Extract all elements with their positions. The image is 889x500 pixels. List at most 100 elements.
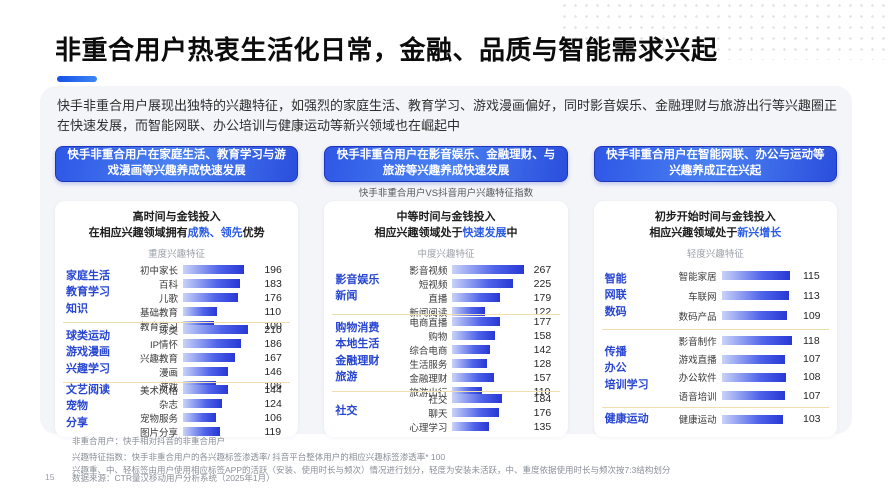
panel-subtitle: 初步开始时间与金钱投入 相应兴趣领域处于新兴增长 bbox=[602, 210, 829, 242]
bar-row: 基础教育 110 bbox=[123, 305, 290, 319]
group-label-line: 数码 bbox=[604, 305, 627, 318]
bar bbox=[452, 359, 487, 369]
bar-label: 车联网 bbox=[688, 291, 717, 303]
bar-row: 电商直播 177 bbox=[392, 315, 559, 329]
bar bbox=[183, 293, 238, 303]
bar-row: 办公软件 108 bbox=[662, 370, 829, 384]
bar-value: 118 bbox=[802, 334, 820, 347]
group-rows: 影音视频 267 短视频 225 直播 179 新闻阅读 122 bbox=[392, 263, 559, 319]
subtitle-highlight: 成熟、领先 bbox=[187, 226, 243, 239]
group-label-line: 宠物 bbox=[66, 400, 88, 413]
bar-label: 直播 bbox=[428, 293, 448, 305]
bar-label: 数码产品 bbox=[678, 311, 717, 323]
bar-value: 107 bbox=[802, 389, 821, 402]
bar-row: 宠物服务 106 bbox=[123, 411, 290, 425]
bar bbox=[721, 354, 786, 364]
intro-paragraph: 快手非重合用户展现出独特的兴趣特征，如强烈的家庭生活、教育学习、游戏漫画偏好，同… bbox=[57, 98, 838, 134]
chart-panel: 中等时间与金钱投入 相应兴趣领域处于快速发展中 中度兴趣特征 影音娱乐 新闻 影音视频 26… bbox=[324, 201, 568, 437]
page-number: 15 bbox=[45, 472, 55, 482]
bar-label: 旅游出行 bbox=[409, 387, 448, 399]
bar-row: 金融理财 157 bbox=[392, 371, 559, 385]
bar bbox=[183, 279, 241, 289]
group-label-line: 社交 bbox=[335, 404, 358, 417]
bar-label: 初中家长 bbox=[139, 265, 178, 277]
bar-track bbox=[183, 353, 259, 363]
bar-track bbox=[452, 331, 528, 341]
bar-track bbox=[721, 336, 798, 346]
chart-column-1: 快手非重合用户在家庭生活、教育学习与游戏漫画等兴趣养成快速发展 高时间与金钱投入在… bbox=[55, 146, 299, 439]
bar-row: 漫画 146 bbox=[123, 365, 290, 379]
bar-row: 影音视频 267 bbox=[392, 263, 559, 277]
bar-track bbox=[183, 293, 259, 303]
bar-chart: 家庭生活 教育学习 知识 初中家长 196 百科 183 儿歌 176 基础教育 110 教育学习 10… bbox=[63, 263, 291, 439]
bar-value: 115 bbox=[802, 269, 820, 282]
bar bbox=[721, 336, 793, 346]
bar-row: 聊天 176 bbox=[392, 406, 559, 420]
group-rows: 影音制作 118 游戏直播 107 办公软件 108 语音培训 107 bbox=[662, 330, 829, 408]
group-label-line: 球类运动 bbox=[66, 329, 110, 342]
group-label-line: 兴趣学习 bbox=[66, 362, 110, 375]
footnotes: 非重合用户：快手相对抖音的非重合用户 兴趣特征指数：快手非重合用户的各兴趣标签渗… bbox=[72, 435, 670, 476]
subtitle-line2: 相应兴趣领域处于快速发展中 bbox=[332, 226, 559, 242]
dot-pattern-decoration bbox=[559, 0, 889, 60]
bar-row: 美术风格 144 bbox=[123, 383, 290, 397]
bar-row: 直播 179 bbox=[392, 291, 559, 305]
bar-value: 107 bbox=[802, 353, 821, 366]
bar bbox=[183, 385, 228, 395]
bar-value: 108 bbox=[802, 371, 821, 384]
bar-row: 社交 184 bbox=[392, 392, 559, 406]
bar-label: 健康运动 bbox=[678, 415, 717, 427]
bar-track bbox=[452, 373, 528, 383]
bar bbox=[183, 325, 249, 335]
bar-label: 心理学习 bbox=[409, 422, 448, 434]
bar-track bbox=[452, 307, 528, 317]
subtitle-suffix: 中 bbox=[506, 226, 518, 239]
group-rows: 球类 210 IP情怀 186 兴趣教育 167 漫画 146 游戏 106 bbox=[123, 323, 290, 393]
subtitle-suffix: 优势 bbox=[242, 226, 265, 239]
bar-label: 购物 bbox=[428, 331, 448, 343]
bar-row: 百科 183 bbox=[123, 277, 290, 291]
bar-label: 兴趣教育 bbox=[139, 353, 178, 365]
bar bbox=[452, 307, 485, 317]
group-label-line: 家庭生活 bbox=[66, 269, 110, 282]
group-rows: 社交 184 聊天 176 心理学习 135 bbox=[392, 392, 559, 434]
bar-label: 百科 bbox=[158, 279, 178, 291]
bar-label: 新闻阅读 bbox=[409, 307, 448, 319]
footnote-line: 兴趣特征指数：快手非重合用户的各兴趣标签渗透率/ 抖音平台整体用户的相应兴趣标签… bbox=[72, 452, 446, 463]
bar-label: 美术风格 bbox=[139, 385, 178, 397]
bar-value: 110 bbox=[264, 305, 282, 318]
bar-row: 球类 210 bbox=[123, 323, 290, 337]
bar bbox=[452, 373, 495, 383]
bar-value: 122 bbox=[533, 305, 552, 318]
bar-label: 漫画 bbox=[158, 367, 178, 379]
group-label-line: 健康运动 bbox=[604, 412, 649, 425]
bar-chart: 影音娱乐 新闻 影音视频 267 短视频 225 直播 179 新闻阅读 122 购物消费 本地生活金… bbox=[332, 263, 560, 434]
bar-value: 176 bbox=[533, 406, 552, 419]
bar-value: 142 bbox=[533, 343, 552, 356]
bar-value: 196 bbox=[264, 263, 282, 276]
subtitle-highlight: 新兴增长 bbox=[737, 226, 782, 239]
bar-value: 106 bbox=[264, 379, 282, 392]
bar-label: 教育学习 bbox=[139, 321, 178, 333]
bar-row: 短视频 225 bbox=[392, 277, 559, 291]
bar bbox=[452, 422, 489, 432]
group-rows: 电商直播 177 购物 158 综合电商 142 生活服务 128 金融理财 157 旅游出行 110 bbox=[392, 315, 559, 399]
group-label-line: 影音娱乐 bbox=[335, 273, 380, 286]
bar-row: 购物 158 bbox=[392, 329, 559, 343]
column-header-badge: 快手非重合用户在智能网联、办公与运动等兴趣养成正在兴起 bbox=[593, 146, 837, 182]
footnote-line: 非重合用户：快手相对抖音的非重合用户 bbox=[72, 436, 226, 446]
bar-track bbox=[721, 271, 798, 281]
chart-title: 轻度兴趣特征 bbox=[686, 248, 744, 260]
bar bbox=[183, 427, 221, 437]
bar-value: 109 bbox=[802, 309, 821, 322]
bar-track bbox=[183, 385, 259, 395]
data-source: 数据来源：CTR量汉移动用户分析系统（2025年1月） bbox=[72, 473, 275, 483]
category-group: 文艺阅读 宠物 分享 美术风格 144 杂志 124 宠物服务 106 图片分享 119 bbox=[63, 381, 291, 439]
group-label-line: 教育学习 bbox=[66, 286, 110, 299]
chart-column-2: 快手非重合用户在影音娱乐、金融理财、与旅游等兴趣养成快速发展 快手非重合用户VS抖… bbox=[324, 146, 568, 437]
bar-track bbox=[452, 317, 528, 327]
bar-value: 146 bbox=[264, 365, 282, 378]
bar-row: 智能家居 115 bbox=[662, 269, 829, 283]
category-group: 社交 社交 184 聊天 176 心理学习 135 bbox=[332, 390, 560, 434]
group-label: 传播 办公 培训学习 bbox=[602, 344, 662, 394]
